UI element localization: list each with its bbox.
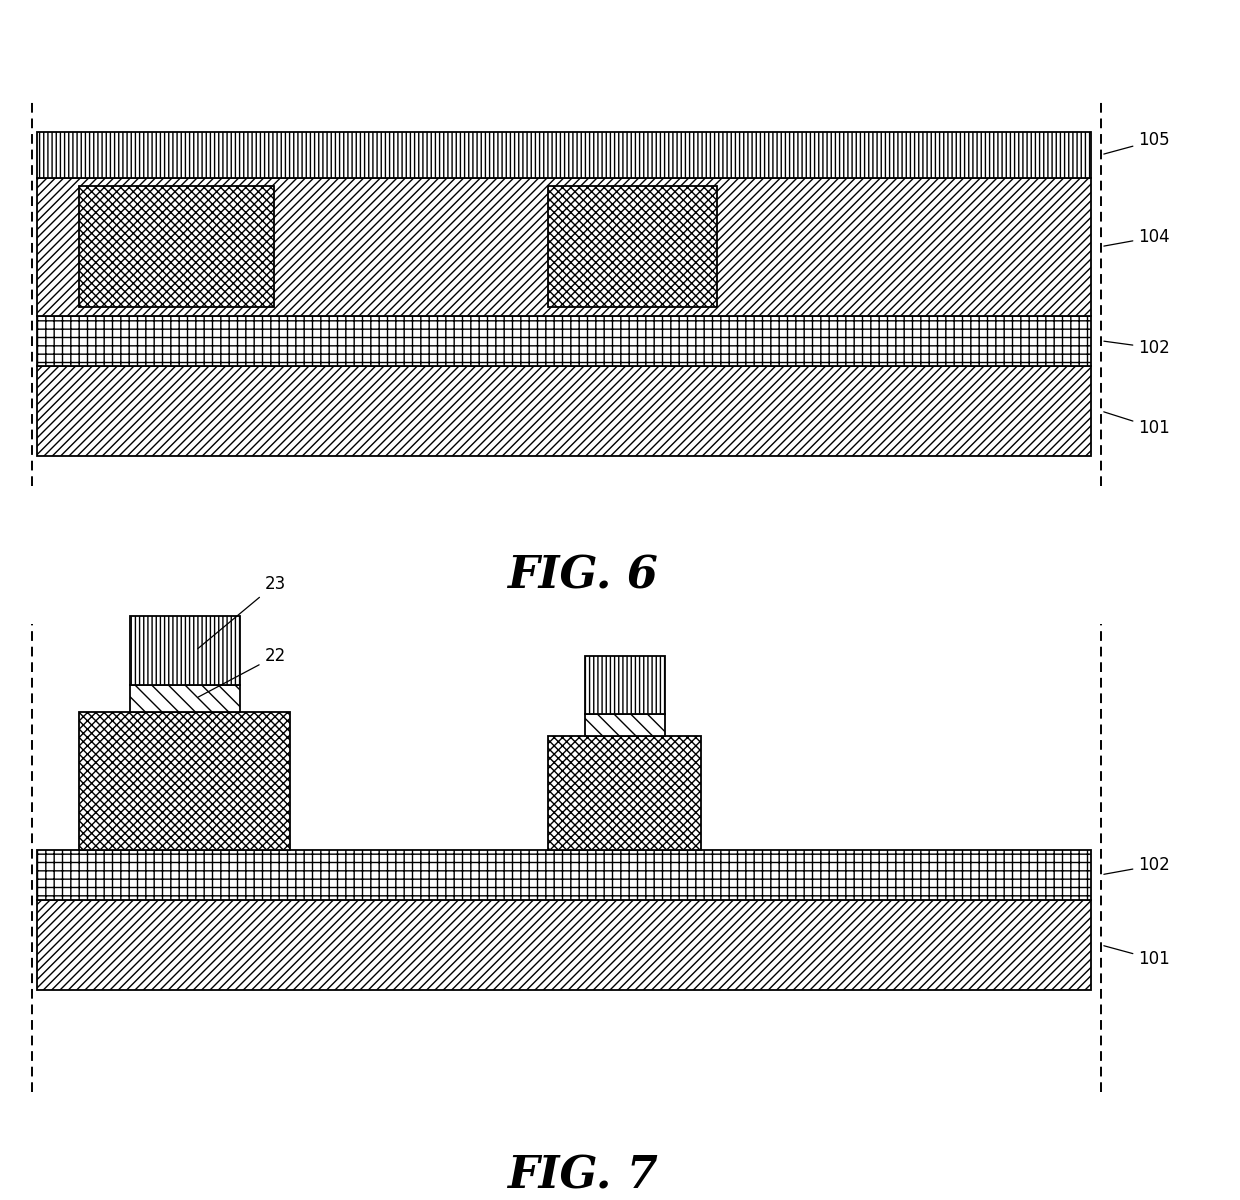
Text: 105: 105 — [1104, 132, 1171, 154]
Text: 101: 101 — [1104, 412, 1171, 437]
Text: 104: 104 — [1104, 228, 1171, 246]
Text: 102: 102 — [1104, 338, 1171, 358]
Text: 23: 23 — [198, 575, 285, 649]
Bar — [585, 714, 665, 736]
Bar — [37, 132, 1091, 178]
Bar — [130, 685, 239, 712]
Bar — [79, 186, 274, 307]
Text: FIG. 7: FIG. 7 — [507, 1154, 658, 1198]
Bar — [548, 736, 701, 850]
Bar — [130, 616, 239, 685]
Bar — [37, 366, 1091, 456]
Bar — [37, 900, 1091, 990]
Bar — [585, 656, 665, 714]
Bar — [548, 186, 717, 307]
Text: 22: 22 — [198, 648, 285, 697]
Text: 102: 102 — [1104, 857, 1171, 875]
Bar — [37, 316, 1091, 366]
Bar — [37, 178, 1091, 316]
Bar — [37, 850, 1091, 900]
Text: 101: 101 — [1104, 946, 1171, 968]
Bar — [79, 712, 290, 850]
Text: FIG. 6: FIG. 6 — [507, 554, 658, 598]
